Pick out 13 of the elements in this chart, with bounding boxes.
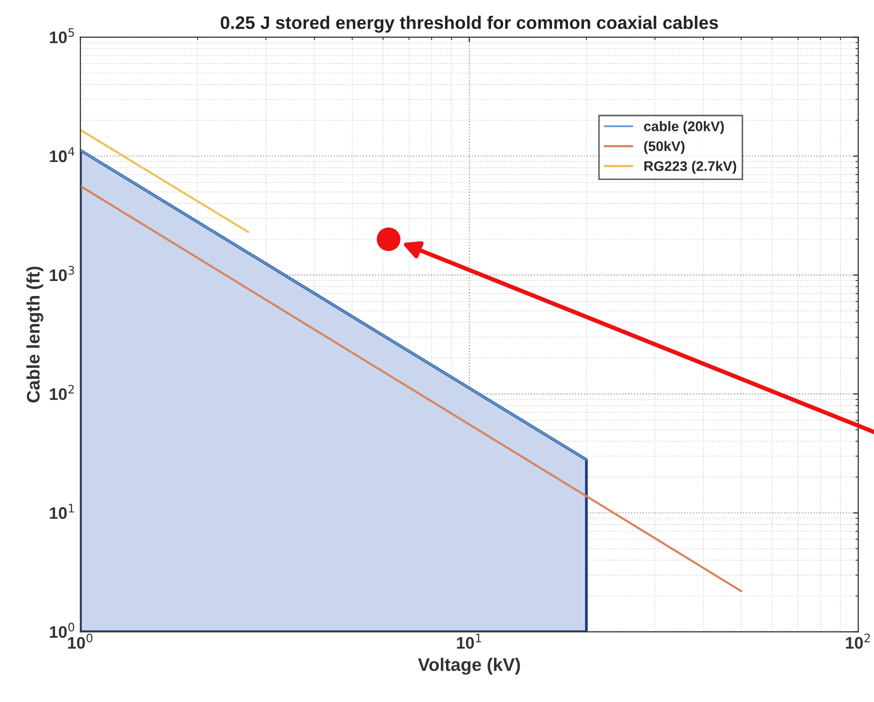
chart-title: 0.25 J stored energy threshold for common coaxial cables [220,16,718,33]
legend-label: RG223 (2.7kV) [644,160,736,174]
legend-label: (50kV) [644,140,684,154]
x-axis-title: Voltage (kV) [418,658,520,675]
y-tick-label: 10$^{5}$ [50,28,74,44]
y-tick-label: 10$^{3}$ [50,266,74,282]
y-tick-label: 10$^{4}$ [50,147,74,162]
x-tick-label: 10$^{1}$ [457,634,482,649]
legend-label: cable (20kV) [644,121,724,134]
y-axis-title: Cable length (ft) [26,266,44,402]
x-tick-label: 10$^{2}$ [846,634,870,649]
y-tick-label: 10$^{2}$ [50,384,74,400]
y-tick-label: 10$^{1}$ [50,504,74,519]
